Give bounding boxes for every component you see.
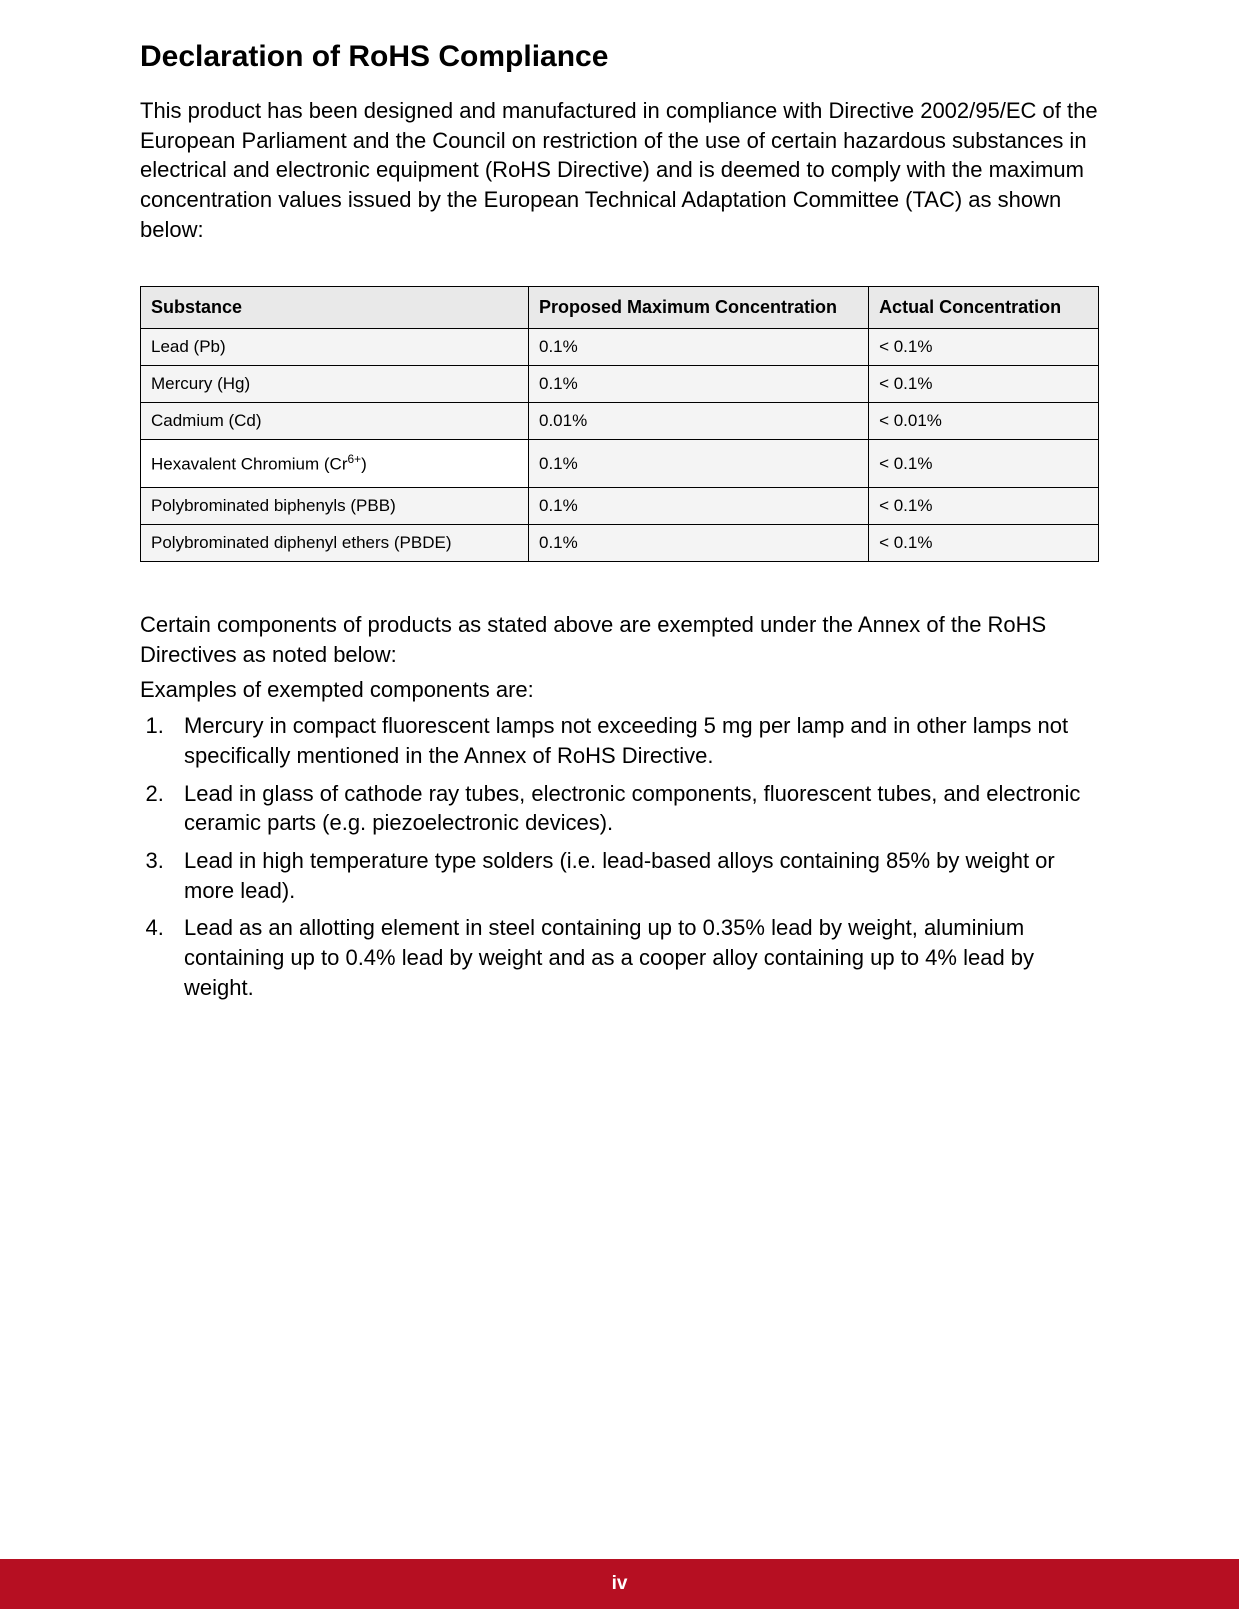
exempt-intro-2: Examples of exempted components are: bbox=[140, 675, 1099, 705]
intro-paragraph: This product has been designed and manuf… bbox=[140, 96, 1099, 244]
cell-proposed: 0.1% bbox=[528, 329, 868, 366]
cell-proposed: 0.01% bbox=[528, 403, 868, 440]
cell-proposed: 0.1% bbox=[528, 440, 868, 488]
page: Declaration of RoHS Compliance This prod… bbox=[0, 0, 1239, 1609]
table-row: Hexavalent Chromium (Cr6+)0.1%< 0.1% bbox=[141, 440, 1099, 488]
page-number: iv bbox=[612, 1573, 628, 1595]
list-item: Lead as an allotting element in steel co… bbox=[170, 913, 1099, 1002]
table-header-row: Substance Proposed Maximum Concentration… bbox=[141, 287, 1099, 329]
list-item: Mercury in compact fluorescent lamps not… bbox=[170, 711, 1099, 770]
cell-substance: Cadmium (Cd) bbox=[141, 403, 529, 440]
table-row: Mercury (Hg)0.1%< 0.1% bbox=[141, 366, 1099, 403]
table-body: Lead (Pb)0.1%< 0.1%Mercury (Hg)0.1%< 0.1… bbox=[141, 329, 1099, 562]
cell-substance: Mercury (Hg) bbox=[141, 366, 529, 403]
table-row: Lead (Pb)0.1%< 0.1% bbox=[141, 329, 1099, 366]
page-footer: iv bbox=[0, 1559, 1239, 1609]
cell-substance: Polybrominated diphenyl ethers (PBDE) bbox=[141, 525, 529, 562]
page-title: Declaration of RoHS Compliance bbox=[140, 40, 1099, 74]
cell-actual: < 0.1% bbox=[869, 525, 1099, 562]
exemptions-list: Mercury in compact fluorescent lamps not… bbox=[140, 711, 1099, 1002]
cell-actual: < 0.01% bbox=[869, 403, 1099, 440]
table-row: Polybrominated diphenyl ethers (PBDE)0.1… bbox=[141, 525, 1099, 562]
col-actual: Actual Concentration bbox=[869, 287, 1099, 329]
col-proposed: Proposed Maximum Concentration bbox=[528, 287, 868, 329]
cell-substance: Lead (Pb) bbox=[141, 329, 529, 366]
cell-substance: Hexavalent Chromium (Cr6+) bbox=[141, 440, 529, 488]
cell-actual: < 0.1% bbox=[869, 488, 1099, 525]
exempt-intro-1: Certain components of products as stated… bbox=[140, 610, 1099, 669]
rohs-table: Substance Proposed Maximum Concentration… bbox=[140, 286, 1099, 562]
cell-actual: < 0.1% bbox=[869, 440, 1099, 488]
cell-actual: < 0.1% bbox=[869, 366, 1099, 403]
cell-actual: < 0.1% bbox=[869, 329, 1099, 366]
list-item: Lead in glass of cathode ray tubes, elec… bbox=[170, 779, 1099, 838]
table-row: Polybrominated biphenyls (PBB)0.1%< 0.1% bbox=[141, 488, 1099, 525]
cell-proposed: 0.1% bbox=[528, 488, 868, 525]
table-row: Cadmium (Cd)0.01%< 0.01% bbox=[141, 403, 1099, 440]
cell-proposed: 0.1% bbox=[528, 525, 868, 562]
cell-substance: Polybrominated biphenyls (PBB) bbox=[141, 488, 529, 525]
col-substance: Substance bbox=[141, 287, 529, 329]
cell-proposed: 0.1% bbox=[528, 366, 868, 403]
list-item: Lead in high temperature type solders (i… bbox=[170, 846, 1099, 905]
